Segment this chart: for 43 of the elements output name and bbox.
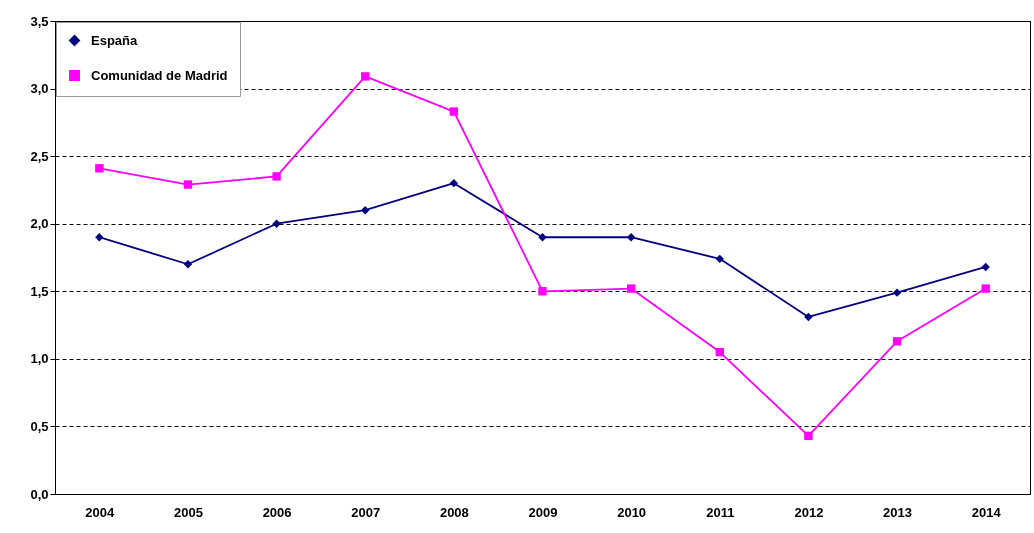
point — [981, 284, 990, 293]
point — [626, 233, 636, 242]
x-tick-label: 2011 — [706, 504, 735, 520]
point — [715, 347, 724, 357]
y-tick-label: 3,0 — [30, 81, 49, 97]
point — [272, 219, 281, 228]
point — [449, 107, 459, 116]
y-tick-label: 1,5 — [30, 283, 49, 299]
point — [981, 262, 990, 272]
point — [95, 164, 104, 173]
point — [449, 178, 459, 188]
y-tick-label: 3,5 — [30, 13, 49, 29]
y-tick-label: 1,0 — [30, 351, 49, 367]
y-tick-label: 2,0 — [30, 216, 49, 232]
point — [715, 254, 724, 264]
point — [361, 206, 370, 215]
x-tick-label: 2014 — [971, 504, 1002, 520]
x-tick-label: 2013 — [883, 504, 913, 520]
y-tick-label: 0,5 — [30, 418, 49, 434]
y-tick-label: 2,5 — [30, 148, 49, 164]
point — [361, 72, 370, 81]
point — [892, 288, 902, 297]
point — [892, 337, 902, 346]
point — [95, 233, 104, 242]
x-tick-label: 2010 — [617, 504, 647, 520]
point — [626, 284, 636, 293]
x-tick-label: 2005 — [173, 504, 203, 520]
y-tick-label: 0,0 — [30, 486, 49, 502]
point — [538, 287, 547, 296]
point — [183, 180, 193, 189]
point — [804, 431, 813, 441]
x-tick-label: 2009 — [528, 504, 558, 520]
point — [183, 260, 193, 269]
point — [804, 312, 813, 322]
point — [538, 233, 547, 242]
x-tick-label: 2007 — [351, 504, 381, 520]
legend-label: Comunidad de Madrid — [91, 67, 228, 83]
x-tick-label: 2012 — [794, 504, 824, 520]
x-tick-label: 2006 — [262, 504, 292, 520]
x-tick-label: 2004 — [85, 504, 116, 520]
x-tick-label: 2008 — [439, 504, 469, 520]
legend-label: España — [91, 32, 139, 48]
point — [272, 172, 281, 181]
